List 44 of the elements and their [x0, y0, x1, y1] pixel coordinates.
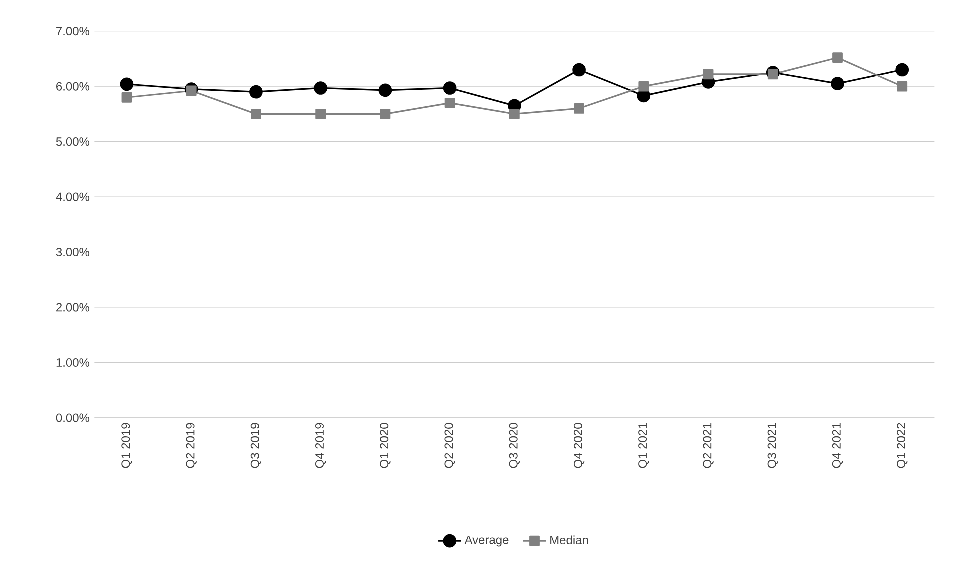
y-tick-label: 6.00% [56, 82, 90, 91]
point [444, 98, 456, 108]
point [832, 52, 843, 64]
x-tick-label: Q3 2020 [509, 423, 520, 468]
x-tick-label: Q1 2019 [122, 423, 132, 468]
x-tick-label: Q2 2019 [186, 423, 197, 468]
point [703, 69, 714, 80]
y-tick-label: 3.00% [56, 248, 90, 257]
point [831, 77, 844, 90]
point [251, 108, 262, 120]
legend-label: Median [550, 536, 588, 545]
point [186, 86, 197, 96]
point [120, 78, 134, 92]
point [122, 92, 132, 103]
point [314, 82, 328, 95]
x-tick-label: Q4 2019 [316, 423, 326, 468]
x-tick-label: Q3 2021 [768, 423, 778, 468]
x-tick-label: Q2 2020 [444, 423, 456, 468]
x-tick-label: Q2 2021 [703, 423, 714, 468]
point [897, 81, 908, 92]
x-tick-label: Q4 2021 [832, 423, 844, 468]
point [574, 103, 584, 114]
y-tick-label: 4.00% [56, 192, 90, 202]
point [378, 84, 392, 98]
x-tick-label: Q3 2019 [250, 423, 262, 468]
point [768, 69, 778, 80]
y-tick-label: 0.00% [56, 414, 90, 422]
point [443, 82, 457, 95]
point [638, 81, 650, 92]
point [316, 108, 326, 120]
x-tick-label: Q1 2022 [897, 423, 908, 468]
y-tick-label: 2.00% [56, 303, 90, 312]
point [509, 108, 520, 120]
legend-label: Average [464, 536, 509, 547]
point [572, 63, 586, 77]
y-tick-label: 7.00% [56, 27, 90, 36]
x-tick-label: Q4 2020 [574, 423, 585, 468]
x-tick-label: Q1 2021 [638, 423, 650, 468]
point [250, 85, 263, 99]
y-tick-label: 5.00% [56, 138, 90, 146]
y-tick-label: 1.00% [56, 358, 90, 368]
x-tick-label: Q1 2020 [380, 423, 391, 468]
point [380, 108, 391, 120]
point [896, 63, 910, 77]
